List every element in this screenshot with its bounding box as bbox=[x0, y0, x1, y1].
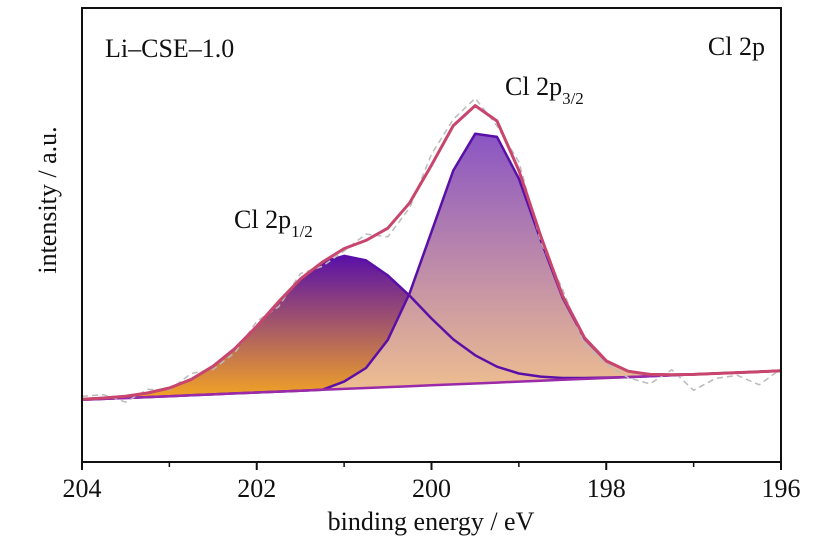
y-axis-label: intensity / a.u. bbox=[33, 126, 62, 273]
series-line bbox=[81, 104, 782, 401]
annotation-text: Cl 2p bbox=[234, 205, 291, 234]
x-tick-label: 204 bbox=[63, 474, 102, 503]
annotation-text: Cl 2p bbox=[505, 72, 562, 101]
x-tick-label: 196 bbox=[762, 474, 801, 503]
annotation-sub: 3/2 bbox=[562, 89, 584, 108]
x-tick-label: 200 bbox=[412, 474, 451, 503]
annotation: Cl 2p bbox=[708, 32, 765, 61]
x-tick-label: 198 bbox=[587, 474, 626, 503]
annotation: Cl 2p1/2 bbox=[234, 205, 313, 241]
annotation: Li–CSE–1.0 bbox=[105, 34, 234, 63]
peak-fill bbox=[82, 133, 781, 400]
x-tick-label: 202 bbox=[237, 474, 276, 503]
annotation-sub: 1/2 bbox=[291, 222, 313, 241]
x-axis-label: binding energy / eV bbox=[328, 507, 535, 536]
annotation: Cl 2p3/2 bbox=[505, 72, 584, 108]
